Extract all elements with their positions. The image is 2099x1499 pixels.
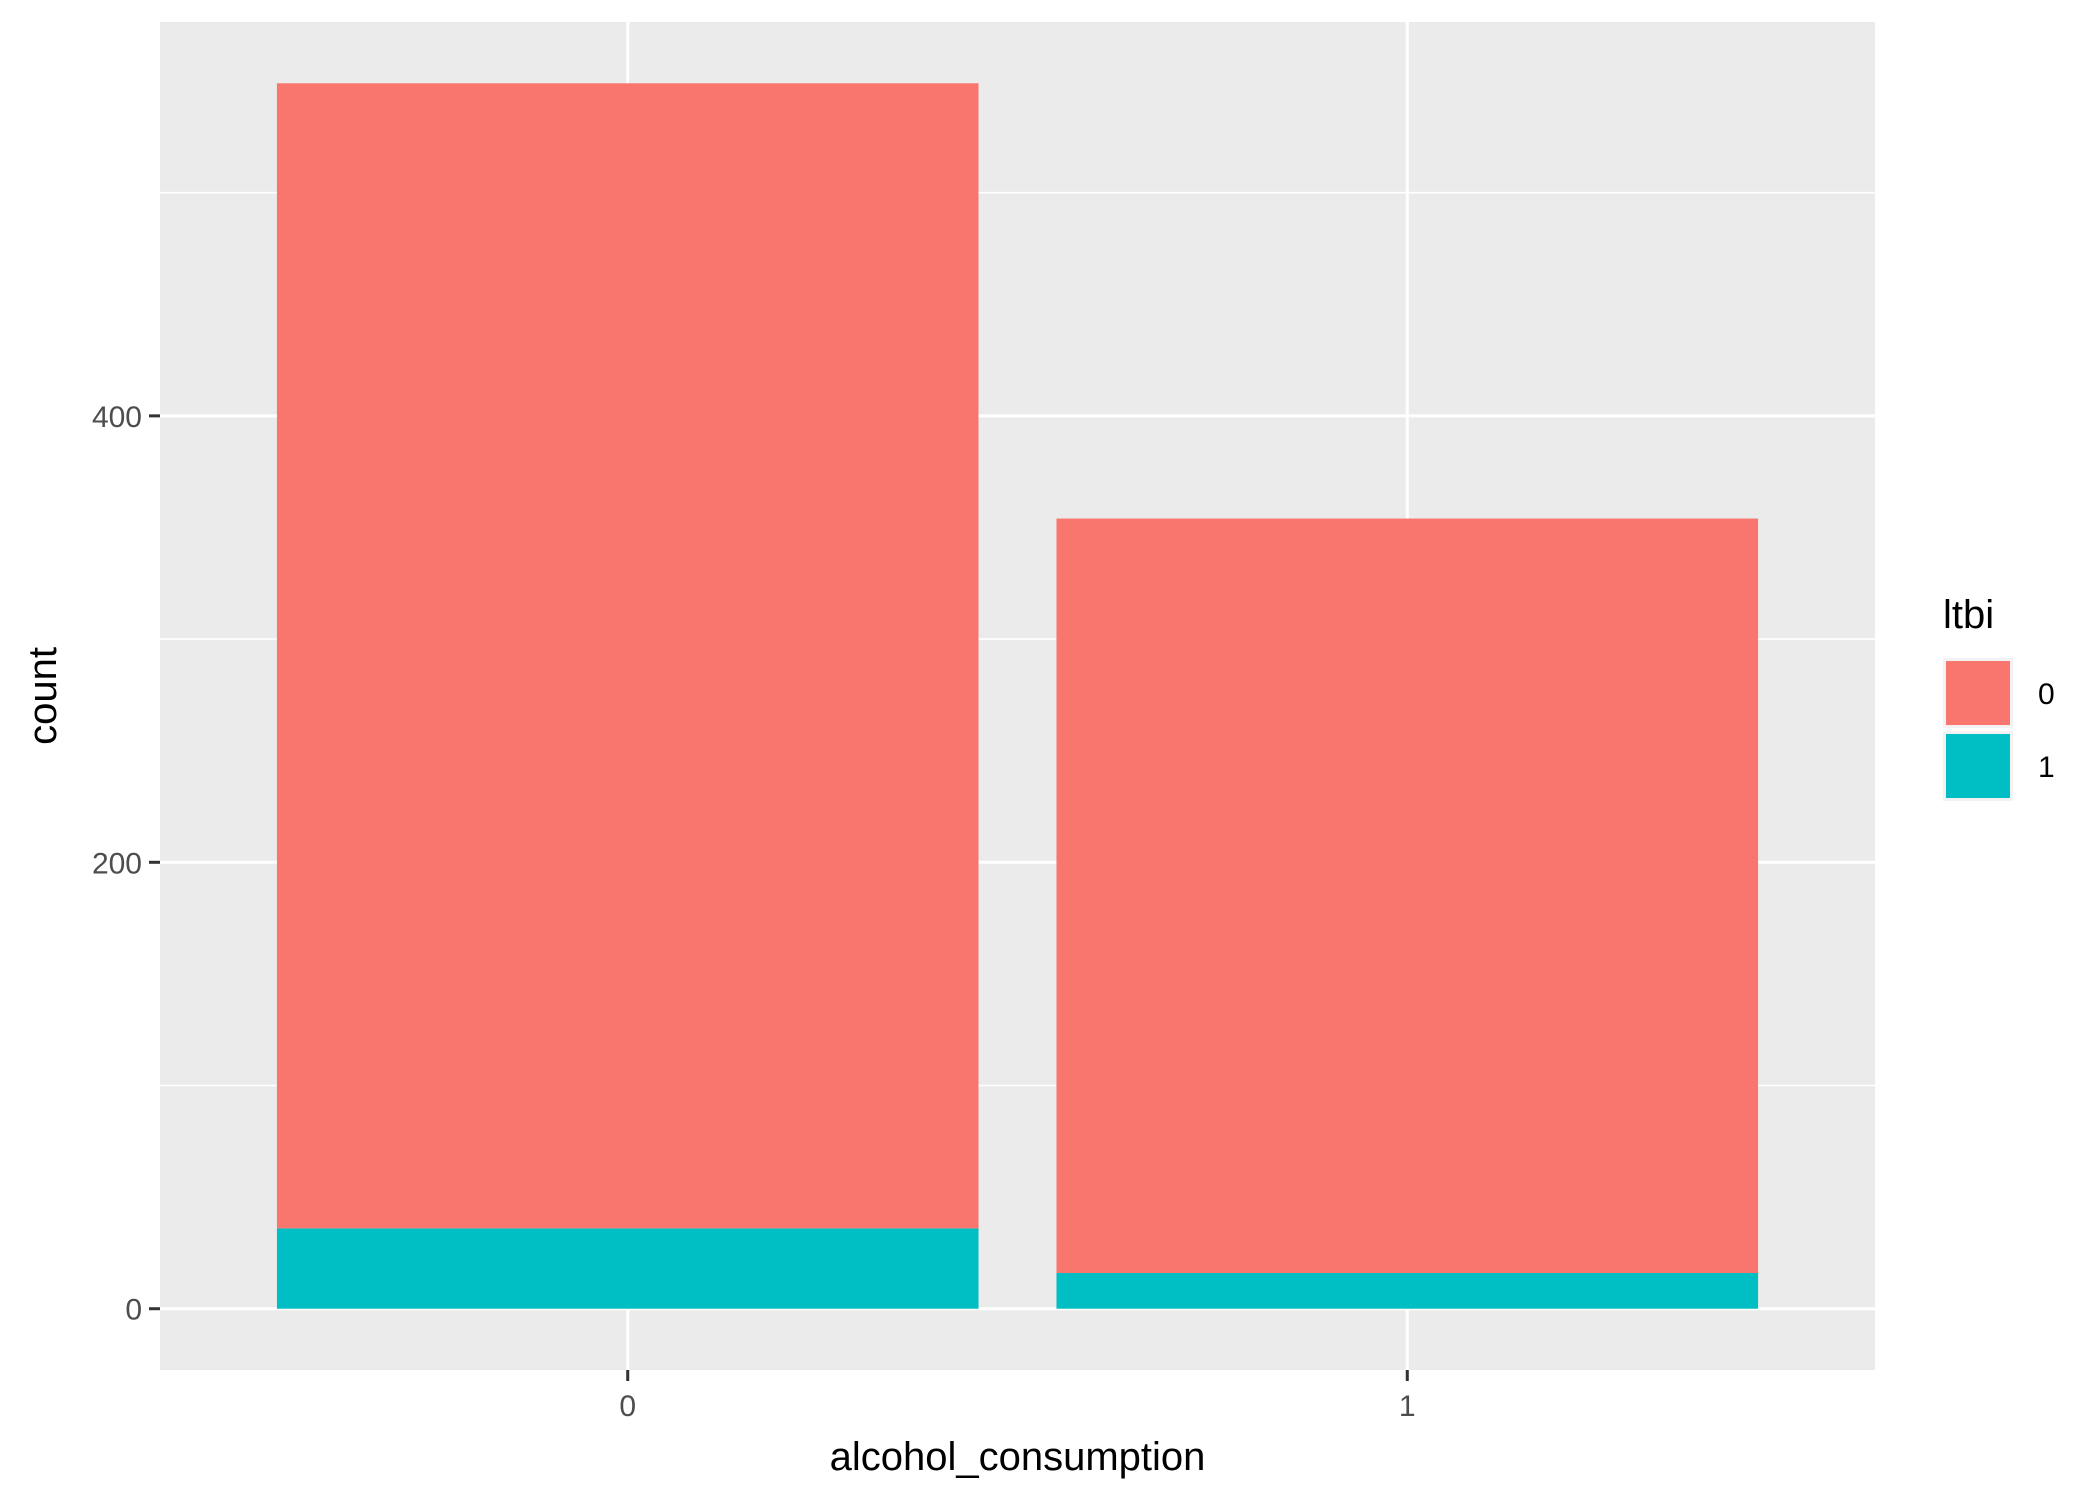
x-tick-label: 0 [619, 1390, 636, 1423]
bar-segment [1056, 1273, 1759, 1309]
legend-swatch [1946, 661, 2010, 725]
legend-label: 0 [2038, 678, 2055, 711]
x-tick-label: 1 [1399, 1390, 1416, 1423]
y-tick-label: 200 [92, 847, 142, 880]
legend-title: ltbi [1943, 593, 1994, 637]
y-axis: 0 200 400 [92, 401, 160, 1327]
y-axis-title: count [21, 647, 65, 745]
bar-segment [276, 1228, 979, 1309]
y-tick-label: 400 [92, 401, 142, 434]
x-axis-title: alcohol_consumption [830, 1435, 1206, 1479]
legend-label: 1 [2038, 751, 2055, 784]
legend-swatch [1946, 734, 2010, 798]
bar-segment [276, 83, 979, 1229]
legend: ltbi 01 [1943, 593, 2055, 801]
bar-segment [1056, 518, 1759, 1274]
bars [276, 83, 1759, 1309]
legend-items: 01 [1943, 658, 2055, 801]
y-tick-label: 0 [125, 1294, 142, 1327]
